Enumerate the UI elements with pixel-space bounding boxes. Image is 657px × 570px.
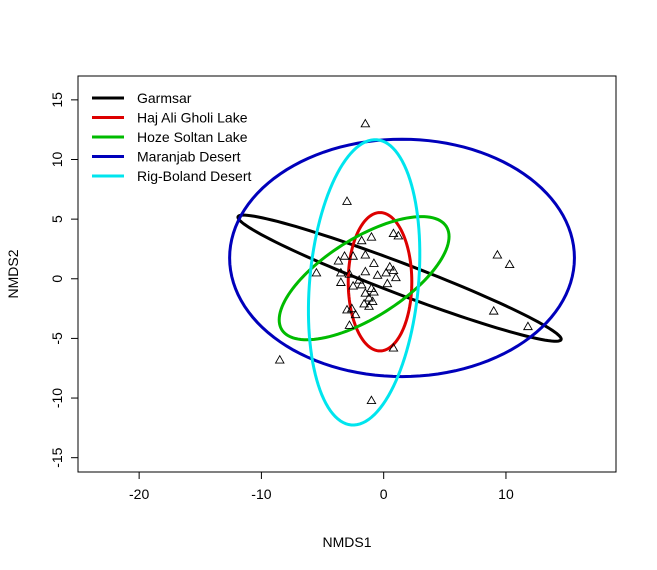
- ellipse-hoze-soltan-lake: [277, 215, 451, 342]
- y-tick-label: 0: [49, 275, 65, 283]
- y-tick-label: -15: [49, 447, 65, 467]
- data-point: [381, 267, 392, 277]
- data-point: [488, 305, 499, 315]
- y-axis: -15 -10 -5 0 5 10 15: [49, 92, 79, 468]
- data-point: [360, 118, 371, 128]
- data-point: [354, 274, 365, 284]
- y-axis-title: NMDS2: [5, 249, 21, 298]
- data-point: [366, 231, 377, 241]
- data-point: [384, 261, 395, 271]
- data-point: [368, 286, 379, 296]
- x-axis: -20 -10 0 10: [129, 471, 514, 502]
- data-point: [367, 296, 378, 306]
- data-point: [388, 265, 399, 275]
- data-point: [366, 395, 377, 405]
- y-tick-label: -5: [49, 332, 65, 345]
- data-point: [350, 309, 361, 319]
- y-tick-label: -10: [49, 388, 65, 408]
- y-tick-label: 15: [49, 92, 65, 108]
- x-axis-title: NMDS1: [322, 534, 371, 550]
- data-point: [390, 272, 401, 282]
- data-point: [492, 249, 503, 259]
- data-point: [346, 303, 357, 313]
- ellipses-layer: [228, 137, 576, 427]
- data-point: [339, 251, 350, 260]
- data-point: [360, 287, 371, 297]
- data-point: [368, 258, 379, 267]
- data-point: [372, 270, 383, 279]
- data-point: [364, 292, 374, 302]
- data-point: [360, 249, 371, 259]
- legend-label: Haj Ali Gholi Lake: [137, 110, 248, 126]
- legend-label: Garmsar: [137, 90, 192, 106]
- data-point: [344, 320, 355, 329]
- data-point: [388, 228, 399, 238]
- ellipse-maranjab-desert: [228, 137, 576, 379]
- data-point: [504, 259, 515, 269]
- data-point: [382, 278, 393, 288]
- data-point: [393, 230, 404, 240]
- data-point: [364, 301, 374, 310]
- data-point: [356, 235, 367, 245]
- data-point: [335, 277, 346, 286]
- data-point: [348, 251, 359, 260]
- y-tick-label: 5: [49, 215, 65, 223]
- data-point: [360, 266, 371, 276]
- legend-label: Rig-Boland Desert: [137, 168, 251, 184]
- data-point: [359, 298, 370, 308]
- x-tick-label: 0: [380, 486, 388, 502]
- data-point: [333, 255, 344, 265]
- data-point: [344, 268, 355, 278]
- data-point: [356, 279, 367, 289]
- points-layer: [274, 118, 533, 405]
- x-tick-label: -10: [251, 486, 271, 502]
- ellipse-rig-boland-desert: [306, 138, 422, 427]
- x-tick-label: 10: [498, 486, 514, 502]
- legend-label: Maranjab Desert: [137, 149, 241, 165]
- legend: Garmsar Haj Ali Gholi Lake Hoze Soltan Lak…: [92, 90, 251, 184]
- data-point: [274, 354, 285, 364]
- ellipse-haj-ali-gholi-lake: [346, 211, 414, 353]
- data-point: [342, 304, 352, 314]
- data-point: [335, 267, 346, 277]
- y-tick-label: 10: [49, 151, 65, 167]
- data-point: [348, 280, 359, 290]
- x-tick-label: -20: [129, 486, 149, 502]
- ellipse-garmsar: [236, 213, 563, 343]
- data-point: [522, 321, 533, 331]
- data-point: [388, 342, 399, 352]
- data-point: [342, 196, 352, 205]
- data-point: [311, 267, 322, 277]
- legend-label: Hoze Soltan Lake: [137, 129, 248, 145]
